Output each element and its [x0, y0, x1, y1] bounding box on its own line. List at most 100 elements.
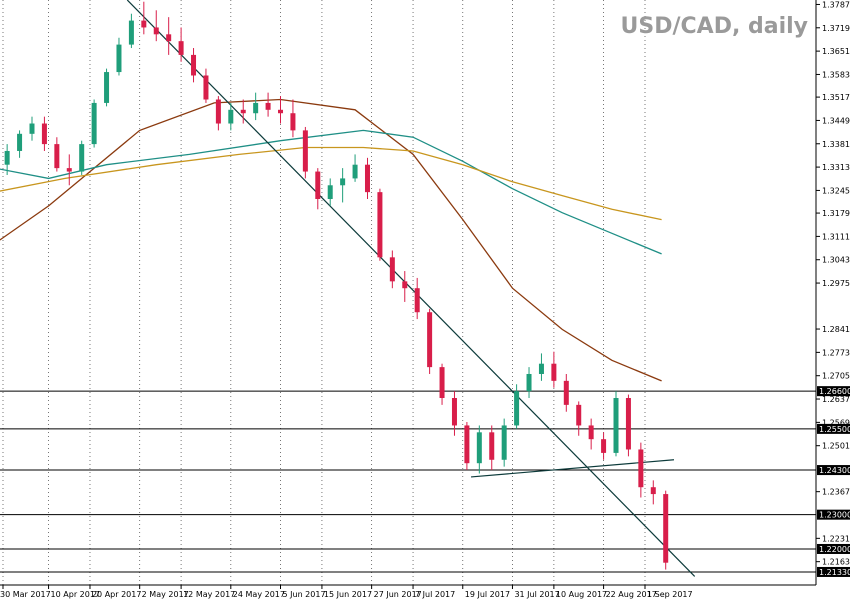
candle-bearish — [601, 432, 607, 460]
moving-average-line — [0, 129, 662, 255]
candle-body — [153, 27, 159, 35]
candle-body — [29, 123, 35, 134]
price-axis-ticks: 1.37870 1.37190 1.36510 1.35830 1.35170 1.344… — [816, 0, 850, 567]
candle-bearish — [191, 48, 197, 83]
price-tick-label: 1.29750 — [822, 279, 850, 288]
candle-bearish — [302, 126, 308, 179]
price-tick-label: 1.31110 — [822, 232, 850, 241]
date-tick-label: 15 Jun 2017 — [324, 590, 372, 599]
candle-body — [166, 34, 172, 42]
candle-bullish — [501, 418, 507, 467]
candle-body — [54, 144, 60, 169]
candle-body — [638, 449, 644, 488]
candle-body — [253, 102, 259, 114]
candle-bearish — [141, 1, 147, 35]
candle-body — [551, 363, 557, 381]
candle-bearish — [215, 96, 221, 131]
date-tick-label: 7 Jul 2017 — [415, 590, 455, 599]
candle-body — [489, 432, 495, 460]
candle-bearish — [638, 442, 644, 498]
level-label: 1.23000 — [819, 511, 850, 520]
candle-body — [191, 54, 197, 76]
price-tick-label: 1.32450 — [822, 186, 850, 195]
candle-bullish — [116, 37, 122, 76]
price-tick-label: 1.25690 — [822, 418, 850, 427]
date-tick-label: 30 Mar 2017 — [0, 590, 51, 599]
date-tick-label: 10 Apr 2017 — [51, 590, 100, 599]
date-tick-label: 19 Jul 2017 — [465, 590, 510, 599]
candle-bearish — [178, 27, 184, 62]
candle-bullish — [91, 99, 97, 148]
date-tick-label: 10 Aug 2017 — [556, 590, 607, 599]
candle-bearish — [650, 480, 656, 505]
price-tick-label: 1.36510 — [822, 47, 850, 56]
price-tick-label: 1.33810 — [822, 140, 850, 149]
candle-bearish — [402, 271, 408, 302]
candle-bullish — [352, 154, 358, 182]
candle-bearish — [563, 373, 569, 412]
vertical-gridlines — [2, 0, 646, 585]
candle-bullish — [79, 140, 85, 175]
candle-body — [315, 171, 321, 200]
candle-bearish — [663, 490, 669, 570]
level-label-box — [817, 566, 850, 577]
price-tick-label: 1.33130 — [822, 163, 850, 172]
candle-bearish — [414, 277, 420, 320]
candle-body — [41, 123, 47, 145]
candle-bearish — [66, 154, 72, 186]
candle-body — [663, 494, 669, 563]
candle-bearish — [364, 157, 370, 200]
candle-bullish — [476, 425, 482, 474]
price-tick-label: 1.27730 — [822, 348, 850, 357]
date-tick-label: 24 May 2017 — [233, 590, 285, 599]
price-tick-label: 1.35170 — [822, 93, 850, 102]
candle-bullish — [613, 391, 619, 457]
candle-bullish — [4, 144, 10, 175]
candle-body — [327, 185, 333, 200]
candle-bullish — [253, 92, 259, 121]
candle-body — [588, 425, 594, 440]
candle-bullish — [514, 384, 520, 429]
candle-bearish — [377, 188, 383, 261]
level-label-box — [817, 386, 850, 397]
price-tick-label: 1.26370 — [822, 395, 850, 404]
candle-body — [613, 398, 619, 453]
candle-bearish — [389, 250, 395, 289]
candle-body — [625, 398, 631, 450]
candle-body — [563, 380, 569, 405]
candle-body — [240, 109, 246, 114]
candle-body — [439, 367, 445, 399]
candle-bullish — [340, 168, 346, 203]
level-labels: 1.26600 1.25500 1.24300 1.23000 1.22000 1.213… — [817, 386, 850, 577]
moving-average-line — [0, 98, 662, 382]
level-label-box — [817, 509, 850, 520]
candle-bearish — [203, 68, 209, 103]
candle-body — [228, 109, 234, 124]
candle-body — [203, 75, 209, 100]
horizontal-levels — [0, 390, 816, 573]
price-tick-label: 1.34490 — [822, 116, 850, 125]
date-tick-label: 20 Apr 2017 — [92, 590, 141, 599]
candle-body — [79, 144, 85, 172]
level-label-box — [817, 423, 850, 434]
candle-bearish — [464, 422, 470, 471]
level-label-box — [817, 543, 850, 554]
date-tick-label: 31 Jul 2017 — [514, 590, 559, 599]
date-tick-label: 5 Jun 2017 — [283, 590, 326, 599]
price-tick-label: 1.27050 — [822, 372, 850, 381]
candle-body — [178, 41, 184, 55]
candle-body — [116, 44, 122, 73]
price-tick-label: 1.35830 — [822, 70, 850, 79]
candle-body — [601, 439, 607, 453]
candle-bearish — [451, 391, 457, 436]
candle-body — [17, 133, 23, 151]
candle-body — [91, 102, 97, 145]
candle-bearish — [588, 418, 594, 450]
candle-bearish — [427, 308, 433, 374]
candle-body — [4, 150, 10, 165]
price-tick-label: 1.30430 — [822, 256, 850, 265]
candle-bearish — [625, 394, 631, 457]
moving-averages — [0, 98, 662, 382]
candle-bearish — [153, 10, 159, 42]
